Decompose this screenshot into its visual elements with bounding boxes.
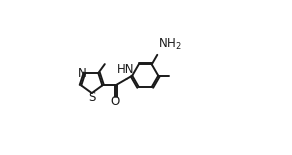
Text: HN: HN: [117, 63, 134, 76]
Text: N: N: [78, 66, 87, 80]
Text: NH$_2$: NH$_2$: [158, 37, 182, 52]
Text: O: O: [111, 95, 120, 108]
Text: S: S: [88, 91, 95, 104]
